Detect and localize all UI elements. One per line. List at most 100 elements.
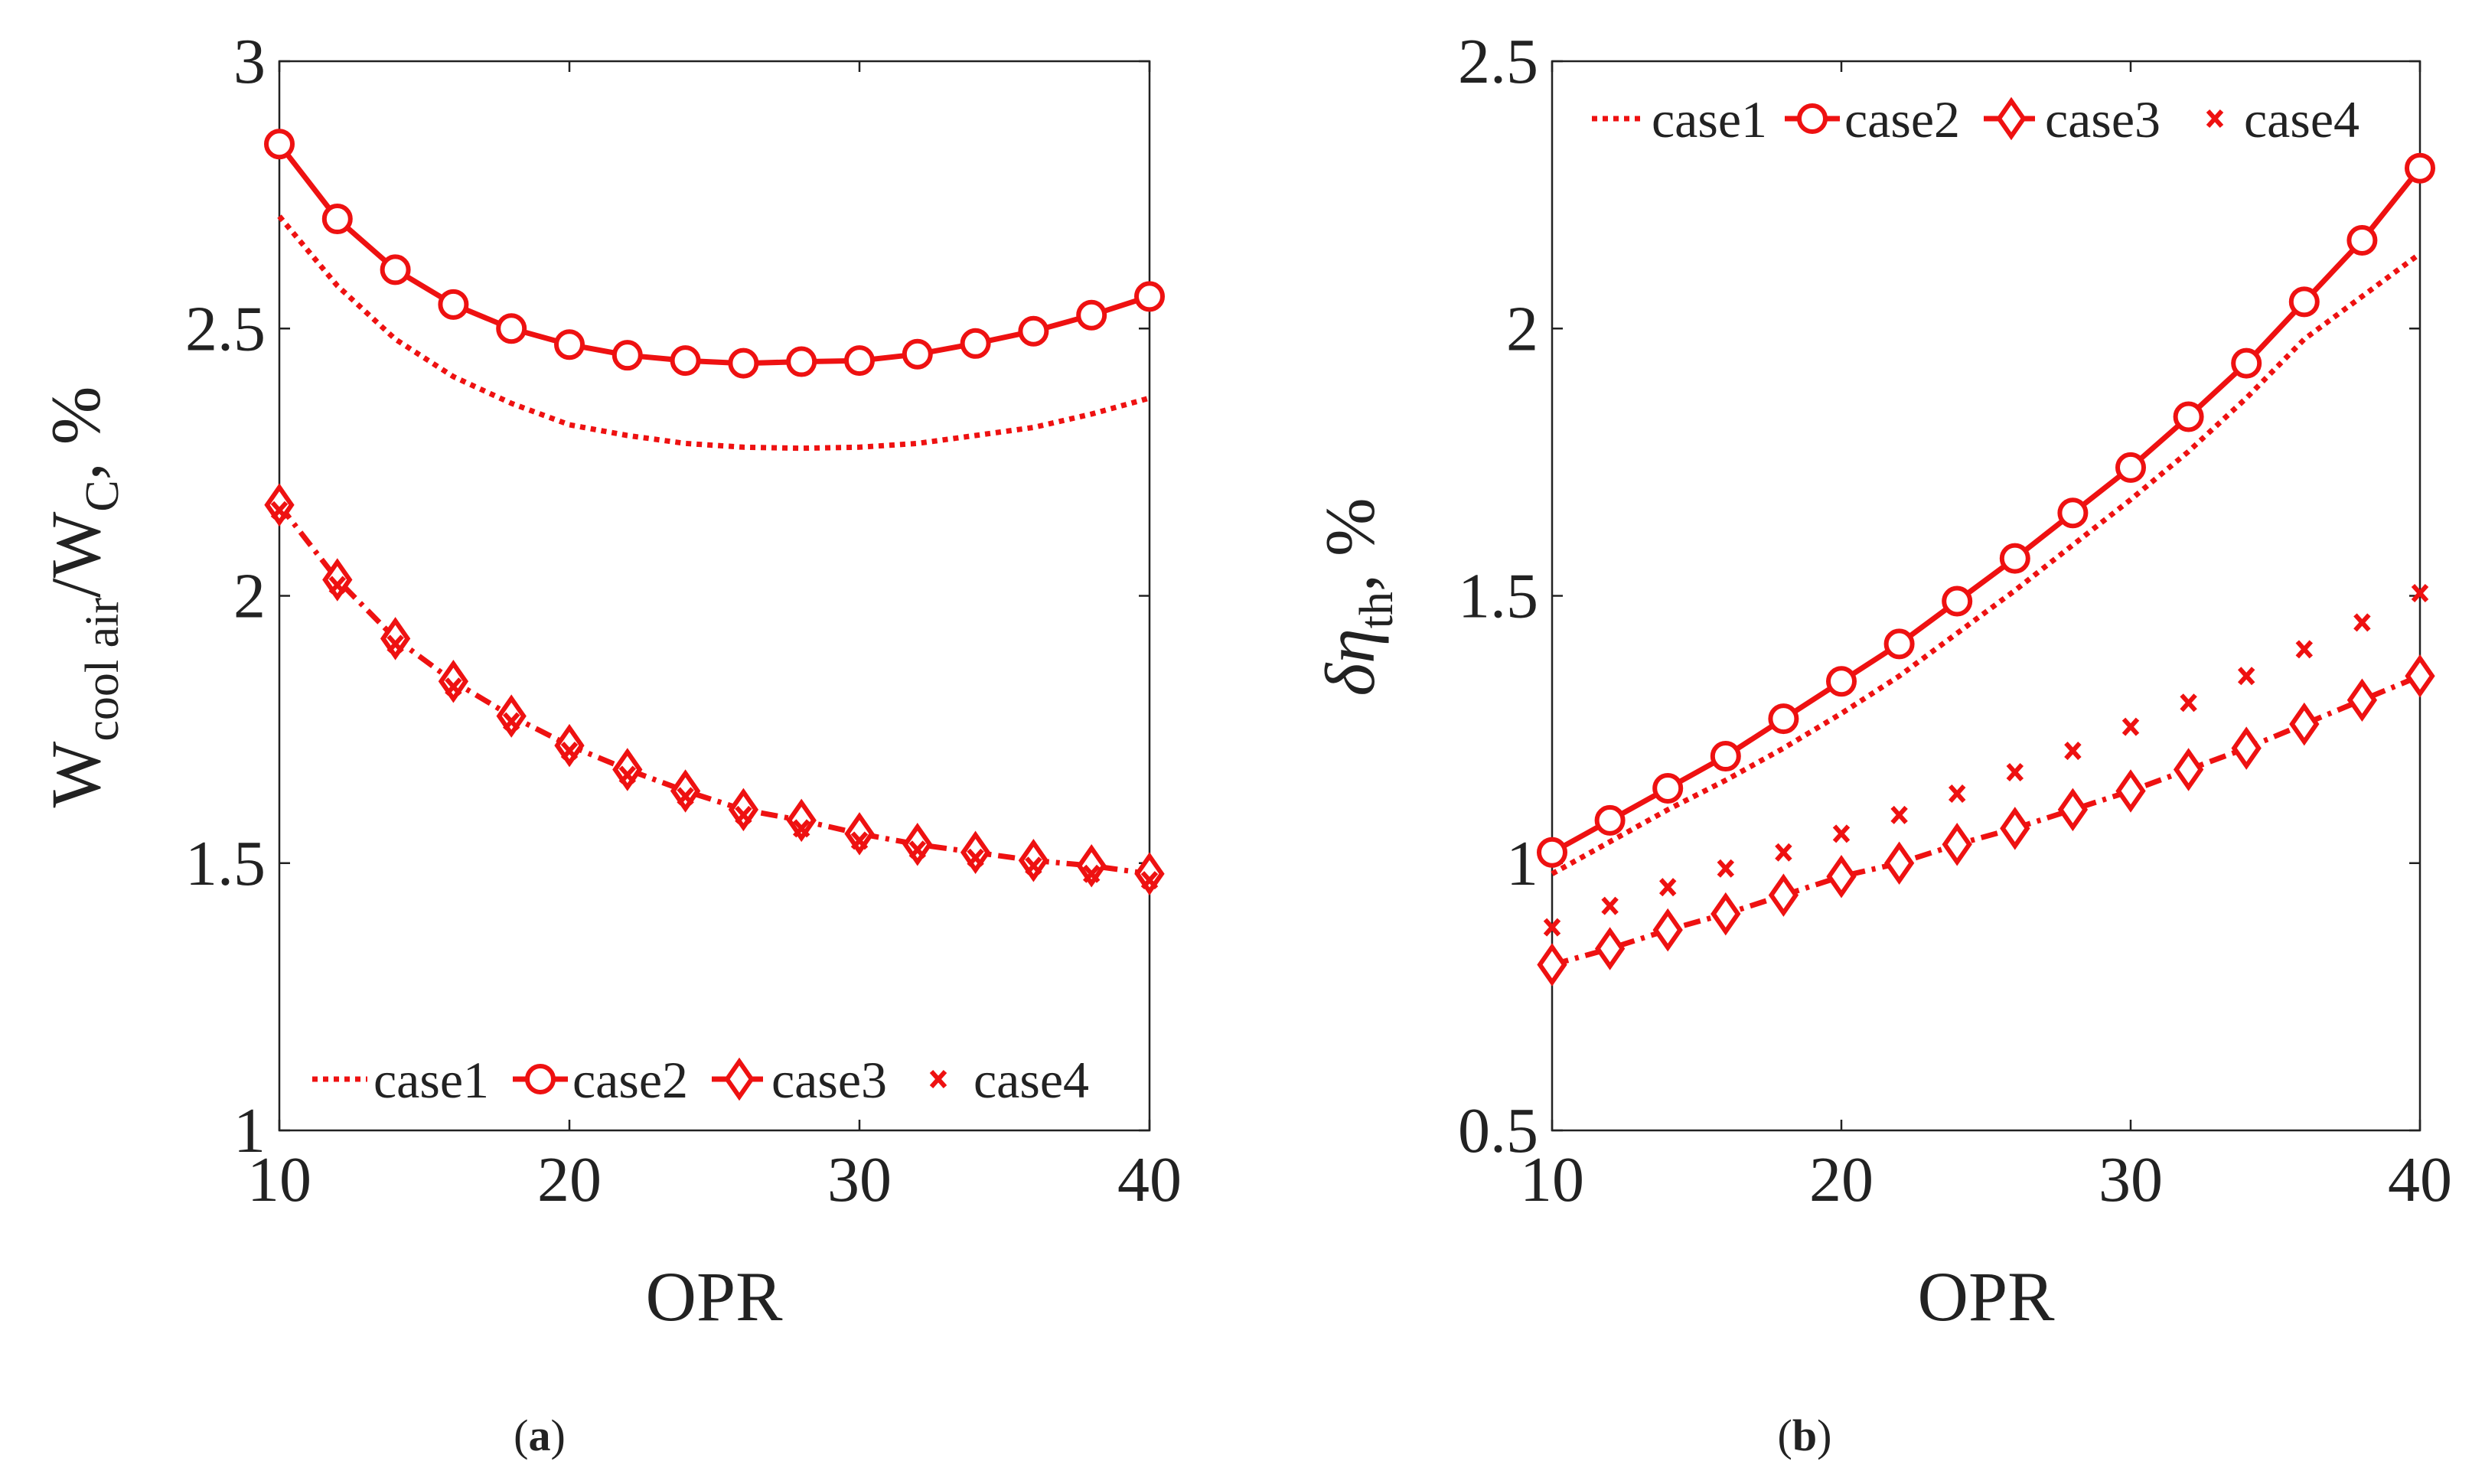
panel-b-case3-point [1594, 927, 1626, 970]
legend-b-case3-label: case3 [2045, 90, 2161, 148]
legend-b-case2-marker [1797, 103, 1828, 134]
legend-b-case4-label: case4 [2244, 90, 2359, 148]
panel-a-case3-point [612, 748, 643, 791]
panel-a-xtick-label: 40 [1117, 1144, 1182, 1215]
panel-a-case2-point [264, 129, 295, 160]
panel-a-case2-point [1076, 299, 1107, 331]
legend-a-case4-marker [929, 1069, 947, 1089]
panel-a-case4-point [386, 634, 404, 654]
panel-b-caption-letter: b [1792, 1411, 1817, 1460]
panel-b-case4-point [1717, 859, 1735, 878]
panel-b-case3-point [1942, 823, 1972, 866]
panel-a: 10 20 30 40 1 1.5 2 2.5 3 case1 case2 case3 case… [37, 26, 1182, 1460]
panel-b-case4-point [2064, 742, 2082, 761]
panel-b-case4-point [1948, 784, 1966, 803]
panel-b-case2-line [1551, 166, 2422, 855]
panel-a-ylabel-sub2: C [77, 480, 129, 511]
panel-b-case1-line [1551, 251, 2422, 876]
panel-a-case4-point [1082, 864, 1101, 883]
panel-a-case2-point [786, 346, 817, 377]
panel-b-case4-point [1543, 918, 1561, 937]
legend-a-case2-label: case2 [572, 1051, 688, 1109]
panel-b-series [1537, 152, 2435, 987]
panel-b-case2-point [1942, 585, 1973, 617]
panel-b-ticks: 10 20 30 40 0.5 1 1.5 2 2.5 [1458, 26, 2452, 1215]
panel-b-case2-point [2346, 224, 2378, 256]
panel-a-case4-point [908, 840, 927, 859]
panel-a-ylabel-sub1: cool air [77, 598, 129, 742]
panel-b-case3-point [2000, 807, 2030, 850]
panel-a-ticks: 10 20 30 40 1 1.5 2 2.5 3 [185, 26, 1182, 1215]
legend-b-case1-label: case1 [1652, 90, 1767, 148]
panel-a-case4-point [502, 712, 520, 731]
legend-a-case1-label: case1 [373, 1051, 489, 1109]
panel-b-xtick-label: 40 [2388, 1144, 2452, 1215]
panel-b: 10 20 30 40 0.5 1 1.5 2 2.5 case1 case2 case3 ca… [1311, 26, 2452, 1460]
panel-b-case2-point [1710, 741, 1741, 772]
panel-a-case3-point [1076, 843, 1107, 888]
panel-a-case4-point [677, 787, 694, 806]
panel-b-ytick-label: 0.5 [1458, 1095, 1538, 1166]
panel-b-ytick-label: 2 [1506, 293, 1538, 364]
panel-a-ytick-label: 2 [233, 561, 266, 632]
panel-b-case3-point [1652, 908, 1683, 952]
panel-a-case3-point [1018, 839, 1049, 882]
panel-b-case2-point [2173, 401, 2204, 432]
panel-a-case3-point [496, 694, 527, 738]
panel-b-case4-point [1890, 805, 1908, 824]
legend-a-case2-marker [525, 1064, 556, 1094]
panel-a-caption-open: ( [514, 1411, 528, 1460]
panel-b-case3-point [1537, 943, 1567, 987]
panel-a-caption-letter: a [529, 1411, 551, 1460]
panel-a-case3-point [786, 798, 817, 843]
panel-a-case2-point [960, 328, 991, 359]
panel-a-case2-point [670, 345, 701, 377]
panel-a-case3-point [728, 788, 759, 832]
panel-b-case4-point [2121, 717, 2140, 736]
panel-b-ylabel-main: δη [1311, 628, 1389, 696]
panel-b-case2-point [1652, 772, 1684, 804]
panel-a-case2-point [554, 329, 585, 360]
panel-b-case3-point [1768, 873, 1799, 917]
panel-b-case4-point [2006, 762, 2024, 782]
panel-b-case2-point [1594, 804, 1626, 836]
panel-b-case4-point [2237, 667, 2255, 686]
panel-a-ylabel: Wcool air/WC, % [37, 386, 129, 808]
panel-b-case2-point [2288, 286, 2320, 318]
panel-a-case2-point [728, 347, 759, 379]
panel-b-xtick-label: 10 [1520, 1144, 1584, 1215]
panel-a-case2-point [321, 204, 353, 235]
legend-b-case4-marker [2206, 109, 2224, 129]
legend-a-case3-marker [724, 1057, 755, 1101]
panel-a-case2-point [1018, 315, 1049, 347]
panel-a-ylabel-main: W [37, 741, 115, 807]
panel-b-ylabel: δηth, % [1311, 497, 1403, 696]
panel-a-case3-point [554, 723, 585, 768]
panel-a-xlabel: OPR [646, 1257, 784, 1336]
panel-b-case4-point [2180, 693, 2197, 713]
panel-a-caption-close: ) [551, 1411, 566, 1460]
panel-b-case3-point [1883, 841, 1915, 886]
panel-a-case2-point [1134, 281, 1165, 312]
panel-b-case3-point [1711, 892, 1741, 936]
panel-a-case2-line [277, 142, 1151, 367]
panel-b-xlabel: OPR [1918, 1257, 2056, 1336]
panel-a-xtick-label: 10 [247, 1144, 311, 1215]
legend-a-case3-label: case3 [771, 1051, 887, 1109]
panel-a-xtick-label: 30 [827, 1144, 892, 1215]
panel-b-case3-line [1551, 674, 2421, 967]
panel-a-case4-point [792, 819, 810, 838]
panel-a-ytick-label: 1 [233, 1095, 266, 1166]
legend-b-case2-label: case2 [1844, 90, 1960, 148]
panel-b-case3-point [2173, 748, 2204, 791]
panel-b-ylabel-sub1: th [1351, 592, 1403, 628]
panel-b-caption-open: ( [1778, 1411, 1792, 1460]
panel-a-case3-line [277, 503, 1150, 877]
panel-a-case3-point [670, 769, 701, 813]
panel-a-case3-point [438, 660, 469, 703]
panel-a-case3-point [844, 812, 875, 856]
panel-b-case2-point [1883, 628, 1915, 660]
panel-b-case4-point [1601, 896, 1619, 915]
panel-b-ylabel-tail: , % [1311, 497, 1389, 592]
